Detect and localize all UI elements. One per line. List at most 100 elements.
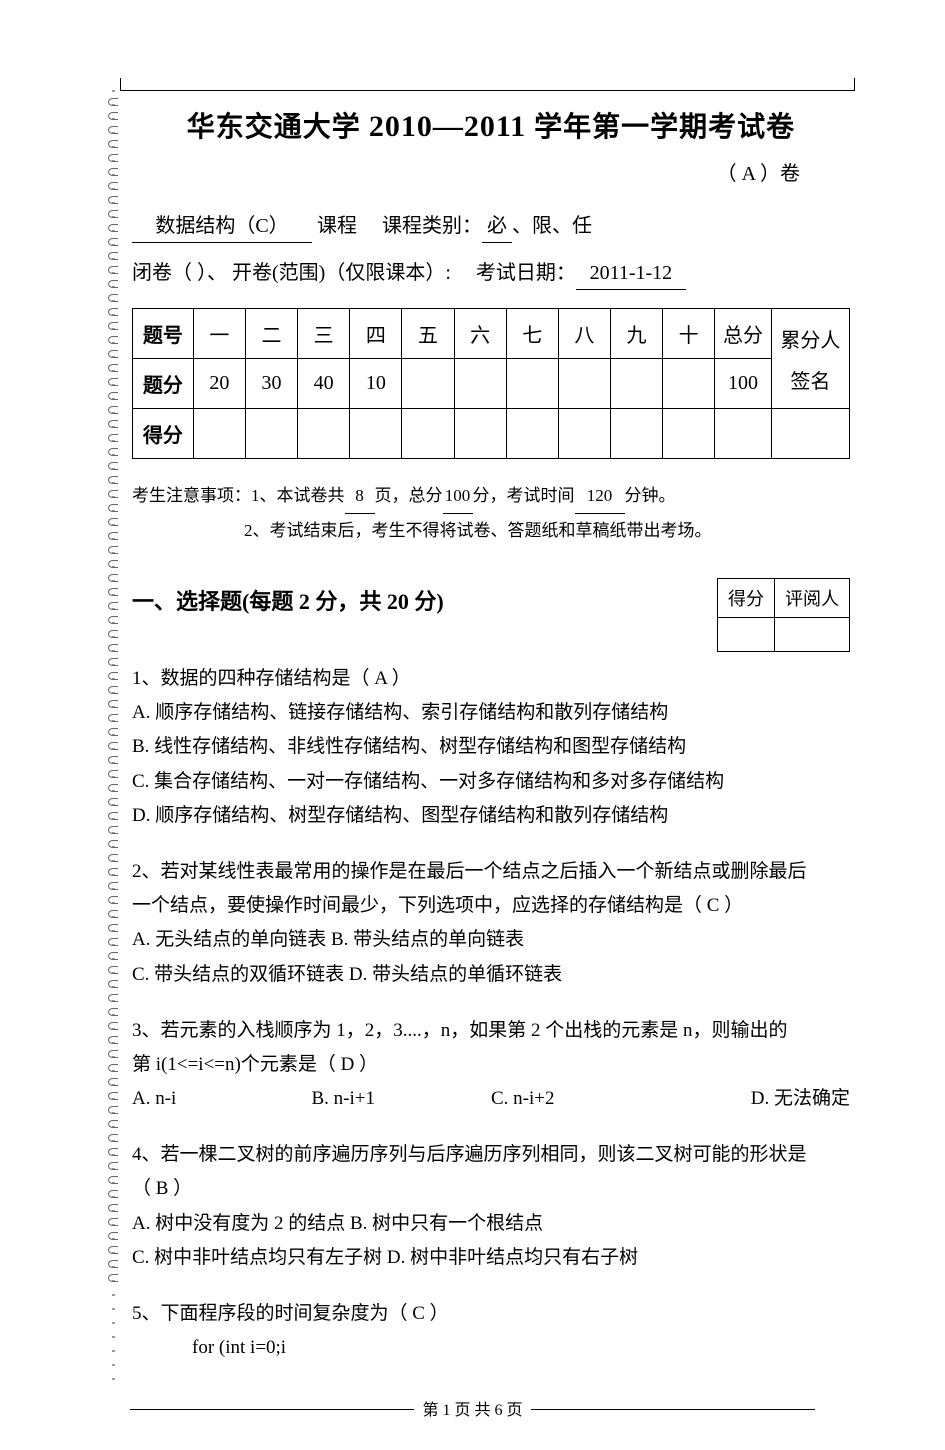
points-9 [610, 359, 662, 409]
score-table: 题号 一 二 三 四 五 六 七 八 九 十 总分 累分人 签名 题分 20 [132, 308, 850, 459]
score-total [715, 409, 771, 459]
question-2: 2、若对某线性表最常用的操作是在最后一个结点之后插入一个新结点或删除最后 一个结… [132, 855, 850, 992]
notice-prefix: 考生注意事项： [132, 486, 251, 505]
score-6 [454, 409, 506, 459]
score-8 [558, 409, 610, 459]
q1-d: D. 顺序存储结构、树型存储结构、图型存储结构和散列存储结构 [132, 799, 850, 833]
crop-corner-tl [120, 78, 121, 90]
exam-mode-line: 闭卷（ ）、 开卷(范围)（仅限课本）: 考试日期：2011-1-12 [132, 257, 850, 290]
notice-block: 考生注意事项：1、本试卷共8页，总分100分，考试时间120分钟。 2、考试结束… [132, 479, 850, 548]
score-table-score-row: 得分 [133, 409, 850, 459]
signer-line2: 签名 [774, 365, 847, 394]
score-10 [663, 409, 715, 459]
score-table-points-row: 题分 20 30 40 10 100 [133, 359, 850, 409]
q3-b: B. n-i+1 [312, 1082, 492, 1116]
score-9 [610, 409, 662, 459]
points-7 [506, 359, 558, 409]
q3-c: C. n-i+2 [491, 1082, 671, 1116]
question-4: 4、若一棵二叉树的前序遍历序列与后序遍历序列相同，则该二叉树可能的形状是 （ B… [132, 1138, 850, 1275]
q3-stem-l2: 第 i(1<=i<=n)个元素是（ D ） [132, 1048, 850, 1082]
row-q-label: 题号 [133, 309, 194, 359]
col-5: 五 [402, 309, 454, 359]
signer-blank [771, 409, 849, 459]
row-points-label: 题分 [133, 359, 194, 409]
q5-code: for (int i=0;i [132, 1331, 850, 1365]
exam-date: 2011-1-12 [576, 257, 686, 290]
points-5 [402, 359, 454, 409]
col-3: 三 [298, 309, 350, 359]
score-1 [193, 409, 245, 459]
q3-d: D. 无法确定 [671, 1082, 851, 1116]
course-name: 数据结构（C） [132, 210, 312, 243]
score-4 [350, 409, 402, 459]
points-1: 20 [193, 359, 245, 409]
col-9: 九 [610, 309, 662, 359]
signer-line1: 累分人 [774, 324, 847, 353]
page-footer: 第 1 页 共 6 页 [0, 1395, 945, 1430]
eval-box: 得分 评阅人 [717, 578, 850, 652]
section-1-header: 一、选择题(每题 2 分，共 20 分) 得分 评阅人 [132, 578, 850, 652]
notice-total: 100 [443, 479, 473, 514]
col-7: 七 [506, 309, 558, 359]
category-prefix: 课程类别： [382, 215, 482, 237]
q2-ab: A. 无头结点的单向链表 B. 带头结点的单向链表 [132, 923, 850, 957]
q1-stem: 1、数据的四种存储结构是（ A ） [132, 662, 850, 696]
col-4: 四 [350, 309, 402, 359]
notice-1c: 分，考试时间 [473, 486, 575, 505]
q2-stem-l2: 一个结点，要使操作时间最少，下列选项中，应选择的存储结构是（ C ） [132, 889, 850, 923]
section-1-title: 一、选择题(每题 2 分，共 20 分) [132, 578, 444, 616]
q3-a: A. n-i [132, 1082, 312, 1116]
q5-stem: 5、下面程序段的时间复杂度为（ C ） [132, 1297, 850, 1331]
score-2 [245, 409, 297, 459]
signer-cell: 累分人 签名 [771, 309, 849, 409]
q4-stem-l2: （ B ） [132, 1172, 850, 1206]
notice-pages: 8 [345, 479, 375, 514]
q2-cd: C. 带头结点的双循环链表 D. 带头结点的单循环链表 [132, 958, 850, 992]
q3-stem-l1: 3、若元素的入栈顺序为 1，2，3....，n，如果第 2 个出栈的元素是 n，… [132, 1014, 850, 1048]
open-book: 开卷(范围)（仅限课本）: [232, 262, 451, 284]
col-2: 二 [245, 309, 297, 359]
notice-1d: 分钟。 [625, 486, 676, 505]
q1-b: B. 线性存储结构、非线性存储结构、树型存储结构和图型存储结构 [132, 730, 850, 764]
col-1: 一 [193, 309, 245, 359]
question-3: 3、若元素的入栈顺序为 1，2，3....，n，如果第 2 个出栈的元素是 n，… [132, 1014, 850, 1117]
university-name: 华东交通大学 [187, 112, 361, 143]
notice-duration: 120 [575, 479, 625, 514]
col-8: 八 [558, 309, 610, 359]
q1-c: C. 集合存储结构、一对一存储结构、一对多存储结构和多对多存储结构 [132, 765, 850, 799]
notice-2: 2、考试结束后，考生不得将试卷、答题纸和草稿纸带出考场。 [244, 521, 712, 540]
q3-options: A. n-i B. n-i+1 C. n-i+2 D. 无法确定 [132, 1082, 850, 1116]
eval-reviewer-value [775, 618, 850, 652]
points-3: 40 [298, 359, 350, 409]
question-5: 5、下面程序段的时间复杂度为（ C ） for (int i=0;i [132, 1297, 850, 1365]
footer-text: 第 1 页 共 6 页 [414, 1396, 530, 1420]
eval-score-value [718, 618, 775, 652]
crop-corner-tr [854, 78, 855, 90]
notice-1a: 1、本试卷共 [251, 486, 345, 505]
category-required: 必 [482, 210, 512, 243]
semester-label: 学年第一学期考试卷 [534, 112, 795, 143]
q4-ab: A. 树中没有度为 2 的结点 B. 树中只有一个根结点 [132, 1207, 850, 1241]
content-area: 华东交通大学 2010—2011 学年第一学期考试卷 （ A ）卷 数据结构（C… [132, 40, 850, 1365]
score-table-header-row: 题号 一 二 三 四 五 六 七 八 九 十 总分 累分人 签名 [133, 309, 850, 359]
eval-reviewer-label: 评阅人 [775, 579, 850, 618]
points-6 [454, 359, 506, 409]
notice-1b: 页，总分 [375, 486, 443, 505]
points-10 [663, 359, 715, 409]
eval-score-label: 得分 [718, 579, 775, 618]
top-crop-line [120, 90, 855, 91]
exam-date-label: 考试日期： [476, 262, 576, 284]
closed-book: 闭卷（ ）、 [132, 262, 227, 284]
category-rest: 、限、任 [512, 215, 592, 237]
col-10: 十 [663, 309, 715, 359]
total-label: 总分 [715, 309, 771, 359]
points-4: 10 [350, 359, 402, 409]
exam-title: 华东交通大学 2010—2011 学年第一学期考试卷 [132, 105, 850, 145]
paper-variant: （ A ）卷 [132, 157, 850, 186]
score-7 [506, 409, 558, 459]
q4-cd: C. 树中非叶结点均只有左子树 D. 树中非叶结点均只有右子树 [132, 1241, 850, 1275]
score-3 [298, 409, 350, 459]
col-6: 六 [454, 309, 506, 359]
course-line: 数据结构（C） 课程 课程类别：必、限、任 [132, 210, 850, 243]
course-label: 课程 [317, 215, 357, 237]
